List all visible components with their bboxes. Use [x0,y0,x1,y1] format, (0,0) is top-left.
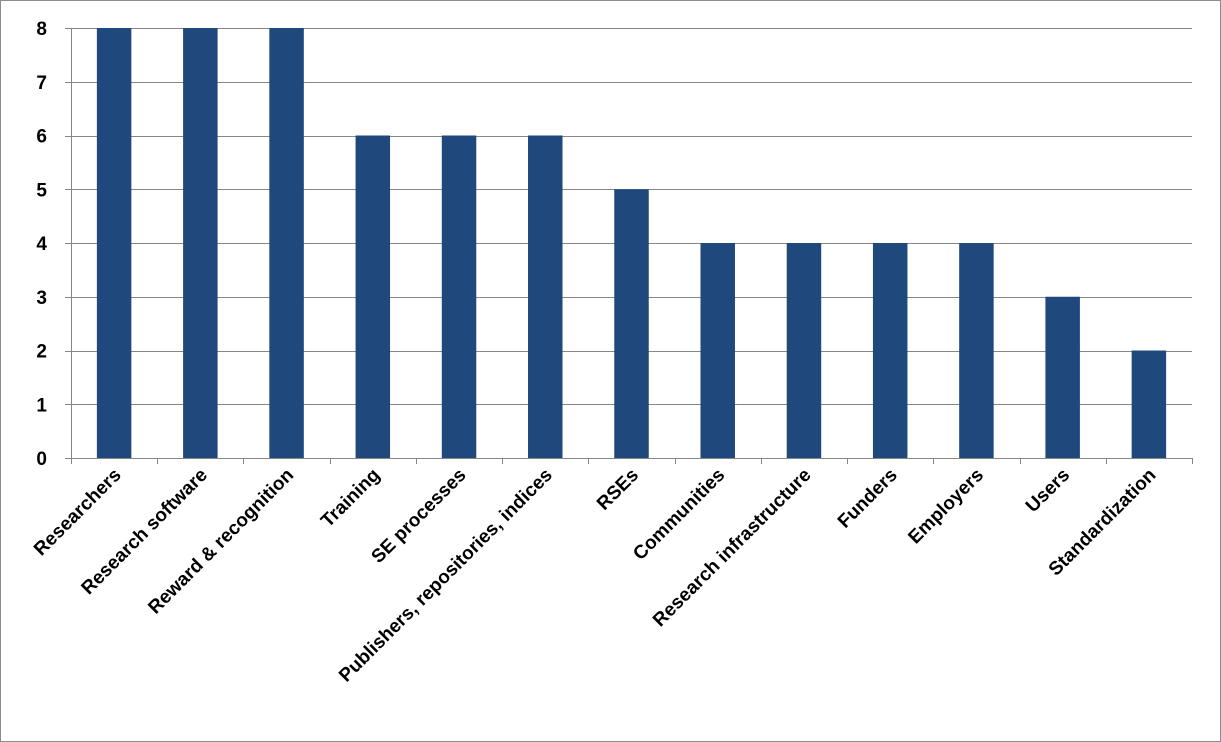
bar [269,28,304,458]
y-tick-labels: 0 1 2 3 4 5 6 7 8 [36,19,47,470]
bar [528,135,563,458]
x-category-label: Communities [629,465,729,565]
bar [786,243,822,458]
y-tick-label: 7 [36,73,47,94]
y-tick-label: 3 [36,288,47,309]
y-tick-label: 8 [36,19,47,40]
bar [700,243,735,458]
y-tick-label: 2 [36,342,47,363]
y-tick-label: 1 [36,395,47,416]
bar [614,189,649,458]
bar [441,135,477,458]
bar [355,135,391,458]
y-tick-label: 6 [36,127,47,148]
x-category-label: RSEs [593,465,643,515]
bar [96,28,132,458]
x-category-label: Employers [904,465,988,549]
y-tick-label: 0 [36,449,47,470]
x-category-label: Reward & recognition [144,465,298,619]
x-category-label: Researchers [30,465,126,561]
bar [872,243,908,458]
bars [96,28,1167,458]
x-category-label: Funders [834,465,902,533]
axes [65,28,1193,464]
y-tick-label: 4 [36,234,47,255]
bar [1045,296,1080,458]
x-category-label: Users [1022,465,1074,517]
bar [1131,350,1167,458]
y-tick-label: 5 [36,180,47,201]
bar [183,28,218,458]
bar [959,243,994,458]
x-category-label: Research infrastructure [649,465,815,631]
x-category-label: Training [317,465,384,532]
